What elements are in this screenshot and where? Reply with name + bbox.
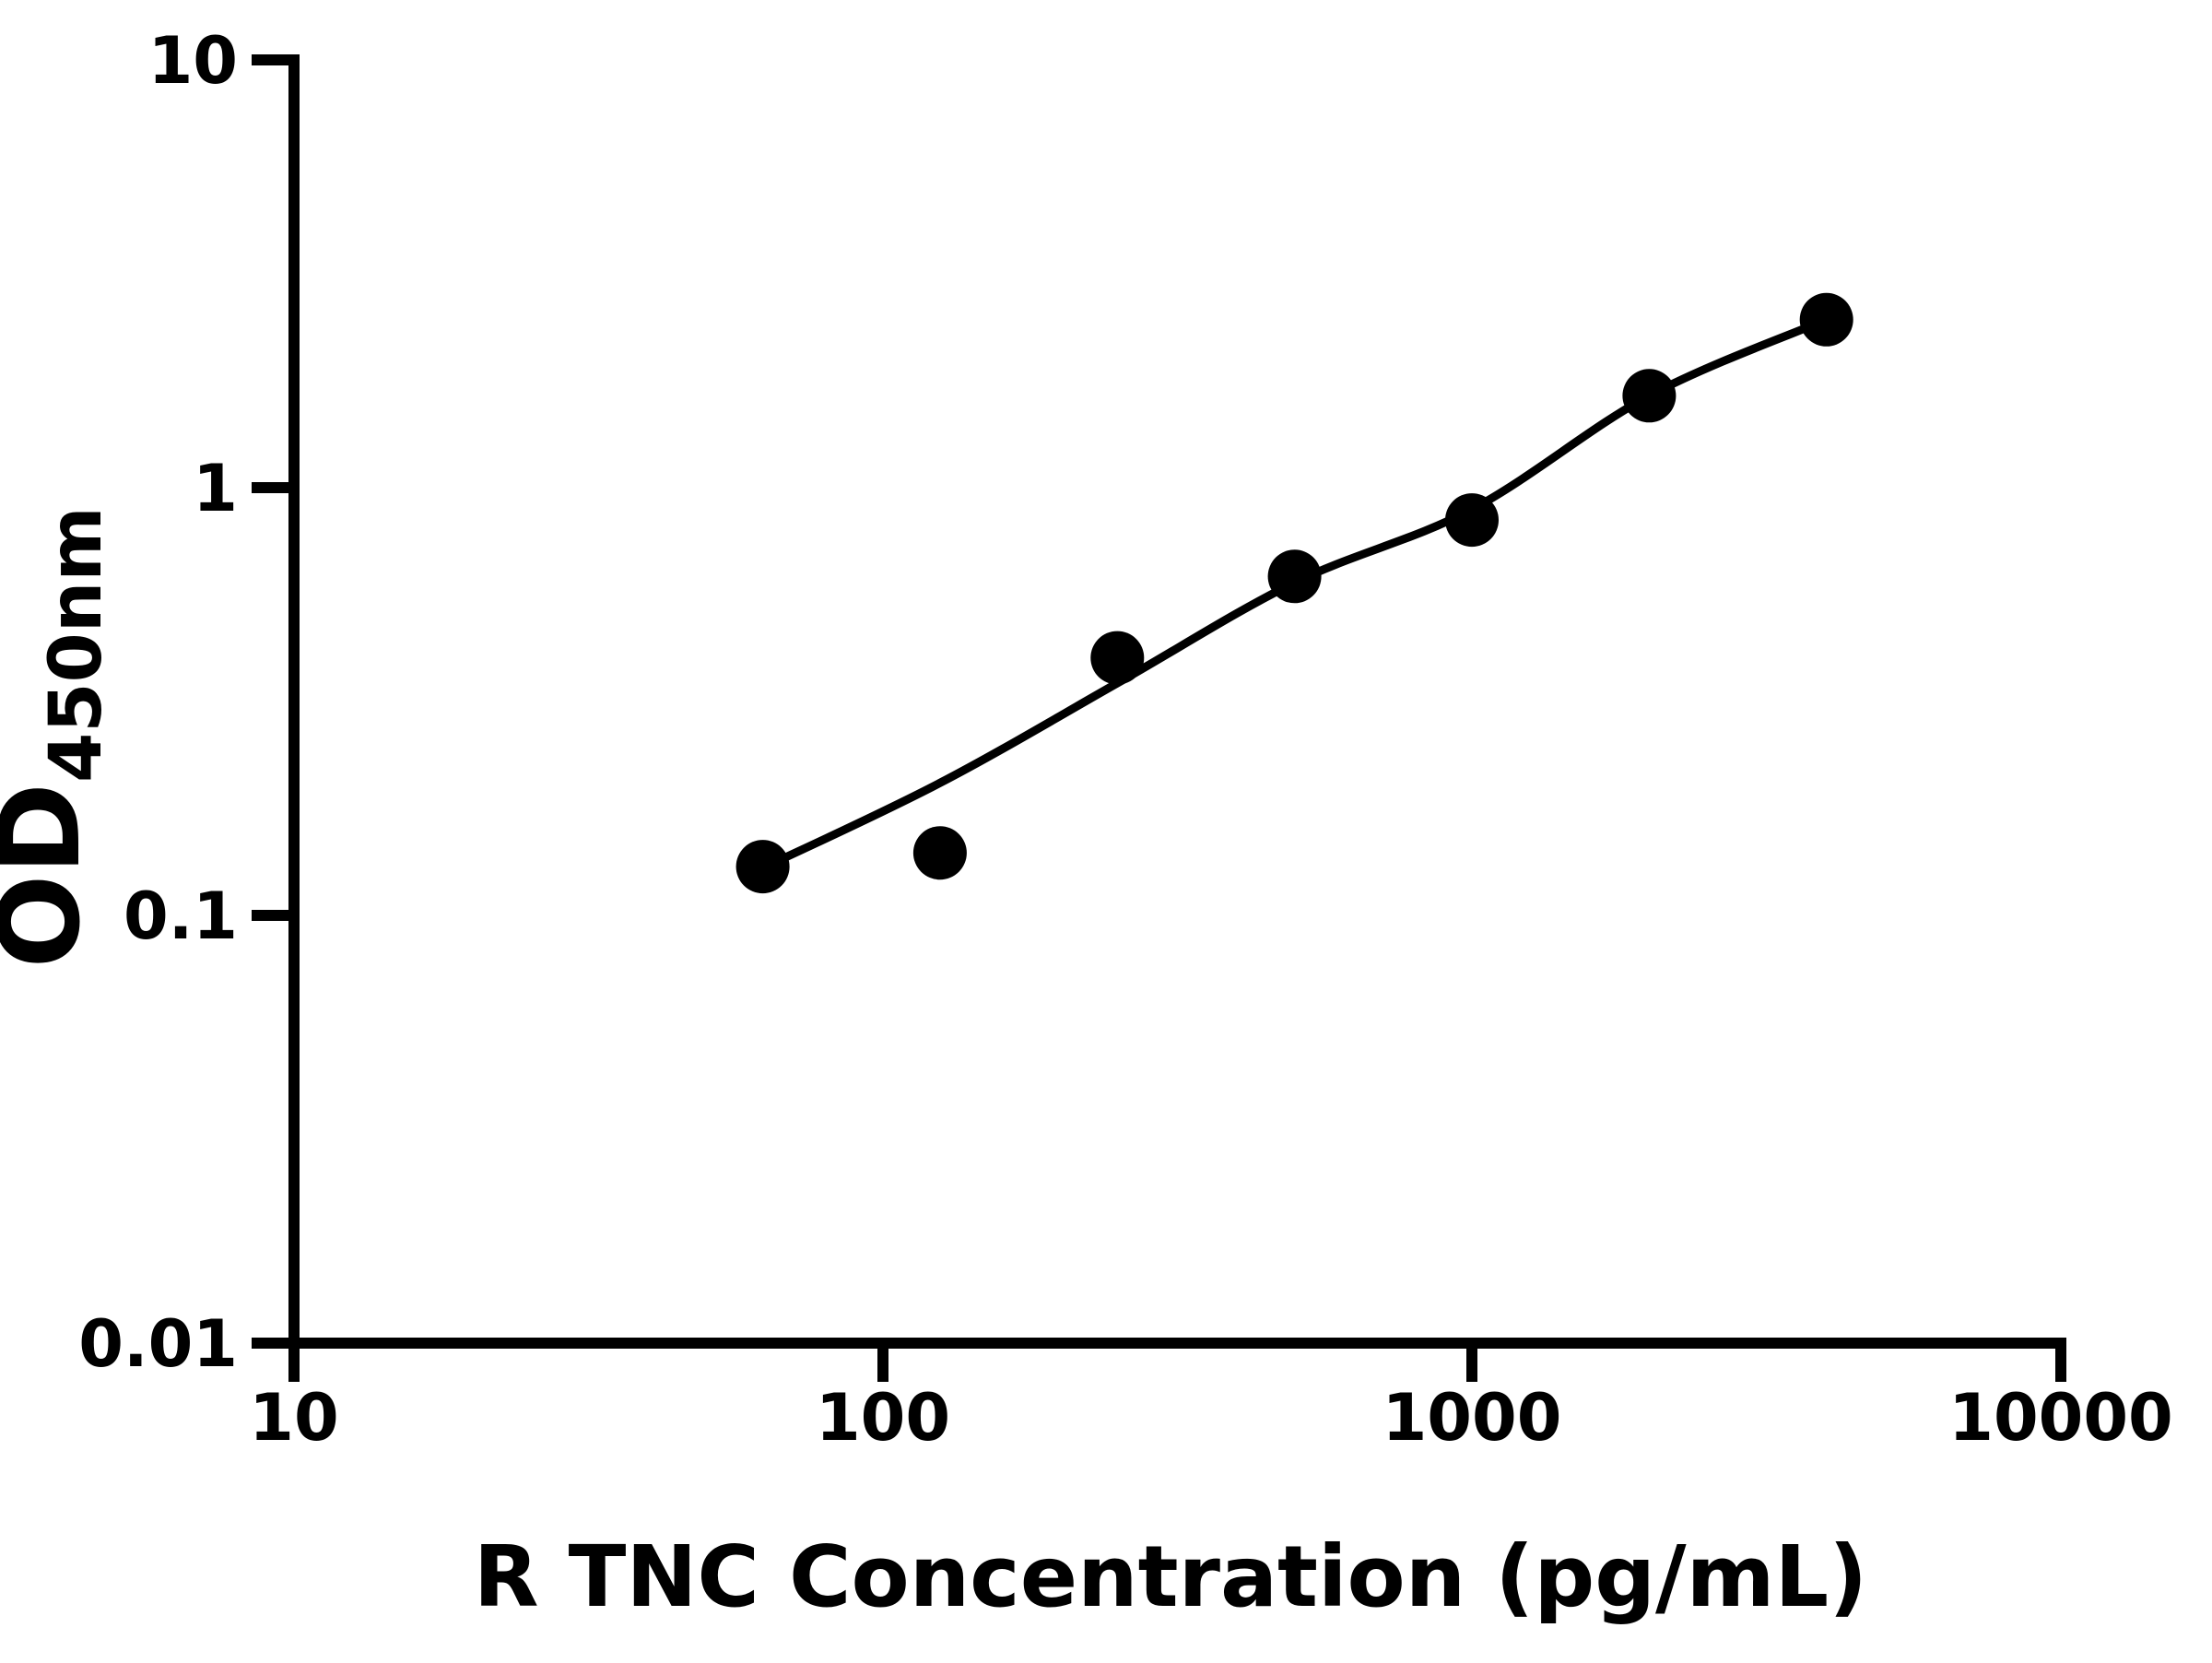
y-tick-label: 10 — [148, 23, 238, 99]
y-tick-label: 0.01 — [78, 1306, 238, 1382]
x-axis-ticks — [288, 1343, 2066, 1382]
data-point — [1445, 493, 1499, 548]
data-point — [912, 826, 967, 880]
data-point — [1090, 631, 1145, 685]
x-axis-tick-labels: 10 100 1000 10000 — [249, 1380, 2172, 1456]
x-tick-label: 10 — [249, 1380, 338, 1456]
data-point — [1267, 549, 1322, 604]
data-point — [1622, 369, 1677, 423]
x-axis-title: R TNC Concentration (pg/mL) — [474, 1527, 1867, 1626]
y-tick-label: 1 — [193, 451, 238, 526]
y-axis-tick-labels: 10 1 0.1 0.01 — [78, 23, 238, 1382]
y-tick-label: 0.1 — [124, 879, 238, 954]
y-axis-title-main: OD — [0, 783, 105, 969]
x-tick-label: 10000 — [1948, 1380, 2173, 1456]
data-point — [735, 840, 790, 894]
x-tick-label: 100 — [816, 1380, 950, 1456]
data-point-layer — [735, 292, 1853, 894]
y-axis-ticks — [252, 54, 294, 1349]
y-axis-title: OD450nm — [0, 506, 118, 968]
y-axis-title-subscript: 450nm — [35, 506, 118, 783]
data-point — [1799, 292, 1853, 347]
x-tick-label: 1000 — [1382, 1380, 1562, 1456]
